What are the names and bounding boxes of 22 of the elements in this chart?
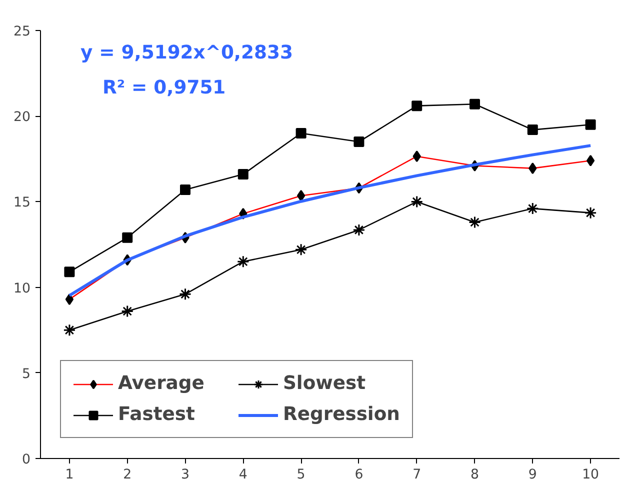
legend-label: Average bbox=[118, 373, 206, 394]
y-tick-label: 25 bbox=[14, 24, 31, 40]
x-tick-label: 4 bbox=[238, 468, 248, 482]
x-tick-label: 7 bbox=[412, 468, 422, 482]
x-tick-label: 5 bbox=[296, 468, 306, 482]
y-tick-label: 10 bbox=[14, 281, 31, 296]
legend-label: Regression bbox=[283, 404, 400, 425]
annotation: R² = 0,9751 bbox=[102, 78, 226, 98]
y-tick-label: 15 bbox=[14, 196, 31, 211]
x-tick-label: 1 bbox=[65, 468, 74, 482]
x-tick-label: 3 bbox=[181, 468, 190, 482]
x-tick-label: 9 bbox=[528, 468, 537, 482]
x-tick-label: 6 bbox=[354, 468, 364, 482]
y-tick-label: 20 bbox=[14, 110, 31, 126]
x-tick-label: 8 bbox=[470, 468, 479, 482]
annotation: y = 9,5192x^0,2833 bbox=[80, 42, 293, 64]
y-tick-label: 5 bbox=[22, 366, 31, 382]
legend-label: Slowest bbox=[283, 373, 367, 394]
legend-label: Fastest bbox=[118, 404, 196, 425]
y-tick-label: 0 bbox=[22, 452, 31, 468]
x-tick-label: 2 bbox=[123, 468, 132, 482]
x-tick-label: 10 bbox=[582, 468, 600, 482]
